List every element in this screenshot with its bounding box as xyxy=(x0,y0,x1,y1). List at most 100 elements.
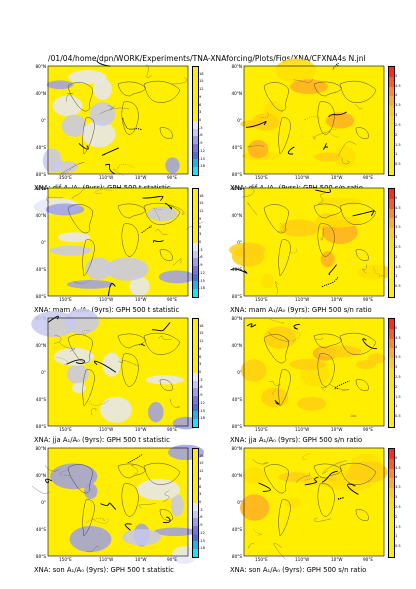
lat-tick-label: 80°S xyxy=(231,172,242,177)
colorbar-tick-label: 3 xyxy=(199,492,202,497)
contour-line xyxy=(373,266,384,277)
colorbar-swatch xyxy=(193,273,198,282)
colorbar-tick-label: 2.5 xyxy=(395,374,401,379)
lon-tick-label: 90°E xyxy=(363,557,374,562)
colorbar-swatch xyxy=(193,449,198,457)
coastline xyxy=(313,81,343,97)
colorbar-swatch xyxy=(389,527,394,538)
field-patch xyxy=(313,215,362,228)
contour-line xyxy=(85,518,105,524)
colorbar-tick-label: -15 xyxy=(199,538,205,543)
colorbar-tick-label: 2 xyxy=(395,254,398,259)
contour-line xyxy=(66,359,85,365)
colorbar-swatch xyxy=(193,510,198,519)
contour-line xyxy=(54,335,62,344)
colorbar xyxy=(192,448,199,558)
contour-line xyxy=(247,202,258,216)
coastline xyxy=(82,117,95,155)
colorbar-swatch xyxy=(389,387,394,398)
contour-line xyxy=(59,161,85,175)
contour-line xyxy=(323,143,329,150)
colorbar-tick-label: 9 xyxy=(199,94,202,99)
contour-line xyxy=(165,202,173,210)
coastline xyxy=(339,202,377,225)
colorbar-swatch xyxy=(193,326,198,335)
contour-line xyxy=(304,476,319,486)
lon-tick-label: 150°E xyxy=(255,297,268,302)
colorbar-swatch xyxy=(389,116,394,126)
map-frame xyxy=(47,447,189,557)
contour-line xyxy=(247,145,264,148)
contour-line xyxy=(352,210,375,217)
coastline xyxy=(67,334,93,364)
coastline xyxy=(143,462,181,485)
colorbar-swatch xyxy=(389,96,394,107)
lat-tick-label: 40°S xyxy=(35,267,46,272)
colorbar-tick-label: 18 xyxy=(199,453,204,458)
lat-tick-label: 80°N xyxy=(231,64,242,69)
contour-line xyxy=(245,121,267,128)
contour-line xyxy=(314,188,331,193)
field-patch xyxy=(172,546,197,564)
colorbar-swatch xyxy=(389,277,394,288)
contour-line xyxy=(337,497,345,501)
contour-line xyxy=(48,315,59,323)
lon-tick-label: 150°E xyxy=(59,557,72,562)
colorbar-swatch xyxy=(193,212,198,220)
lon-tick-label: 110°W xyxy=(295,297,310,302)
colorbar-swatch xyxy=(389,417,394,427)
colorbar-swatch xyxy=(193,549,198,557)
lat-tick-label: 80°N xyxy=(231,446,242,451)
colorbar-tick-label: 15 xyxy=(199,79,204,84)
contour-line xyxy=(118,360,138,366)
colorbar-swatch xyxy=(193,189,198,197)
colorbar-tick-label: 1.5 xyxy=(395,394,401,399)
lat-tick-label: 0° xyxy=(237,118,242,123)
colorbar-swatch xyxy=(193,403,198,412)
contour-line xyxy=(350,414,357,417)
colorbar-tick-label: 5 xyxy=(395,73,398,78)
colorbar-tick-label: -12 xyxy=(199,148,205,153)
colorbar-tick-label: 2.5 xyxy=(395,504,401,509)
colorbar-swatch xyxy=(389,135,394,146)
colorbar-swatch xyxy=(389,76,394,87)
field-patch xyxy=(69,525,112,553)
coastline xyxy=(117,81,147,97)
lon-tick-label: 10°W xyxy=(135,557,147,562)
coastline xyxy=(82,239,95,277)
contour-line xyxy=(55,357,69,365)
colorbar-tick-label: 3 xyxy=(199,362,202,367)
colorbar-tick-label: 0 xyxy=(199,240,202,244)
colorbar-swatch xyxy=(193,227,198,236)
colorbar-swatch xyxy=(389,267,394,278)
map-frame xyxy=(47,187,189,297)
contour-line xyxy=(117,164,135,169)
colorbar-tick-label: 0 xyxy=(199,500,202,504)
colorbar-tick-label: 1.5 xyxy=(395,142,401,147)
contour-line xyxy=(275,281,279,295)
lat-tick-label: 40°N xyxy=(35,473,46,478)
contour-line xyxy=(341,158,350,165)
colorbar-swatch xyxy=(389,208,394,219)
field-patch xyxy=(136,478,181,501)
panel-caption: XNA: son A₁/A₀ (9yrs): GPH 500 s/n ratio xyxy=(230,566,367,574)
lat-tick-label: 80°N xyxy=(231,186,242,191)
contour-line xyxy=(328,264,337,276)
contour-line xyxy=(258,482,271,492)
lon-tick-label: 10°W xyxy=(331,557,343,562)
contour-line xyxy=(334,380,350,390)
coastline xyxy=(121,101,139,135)
contour-line xyxy=(101,147,119,156)
colorbar-tick-label: 4 xyxy=(395,475,398,480)
colorbar-swatch xyxy=(193,136,198,145)
lat-tick-label: 80°S xyxy=(231,294,242,299)
colorbar-swatch xyxy=(193,319,198,327)
field-patch xyxy=(240,359,267,382)
field-patch xyxy=(85,257,112,280)
field-patch xyxy=(72,382,86,394)
colorbar-swatch xyxy=(389,155,394,166)
colorbar-swatch xyxy=(389,228,394,239)
field-patch xyxy=(81,121,116,148)
lon-tick-label: 10°W xyxy=(331,175,343,180)
coastline xyxy=(317,483,335,517)
